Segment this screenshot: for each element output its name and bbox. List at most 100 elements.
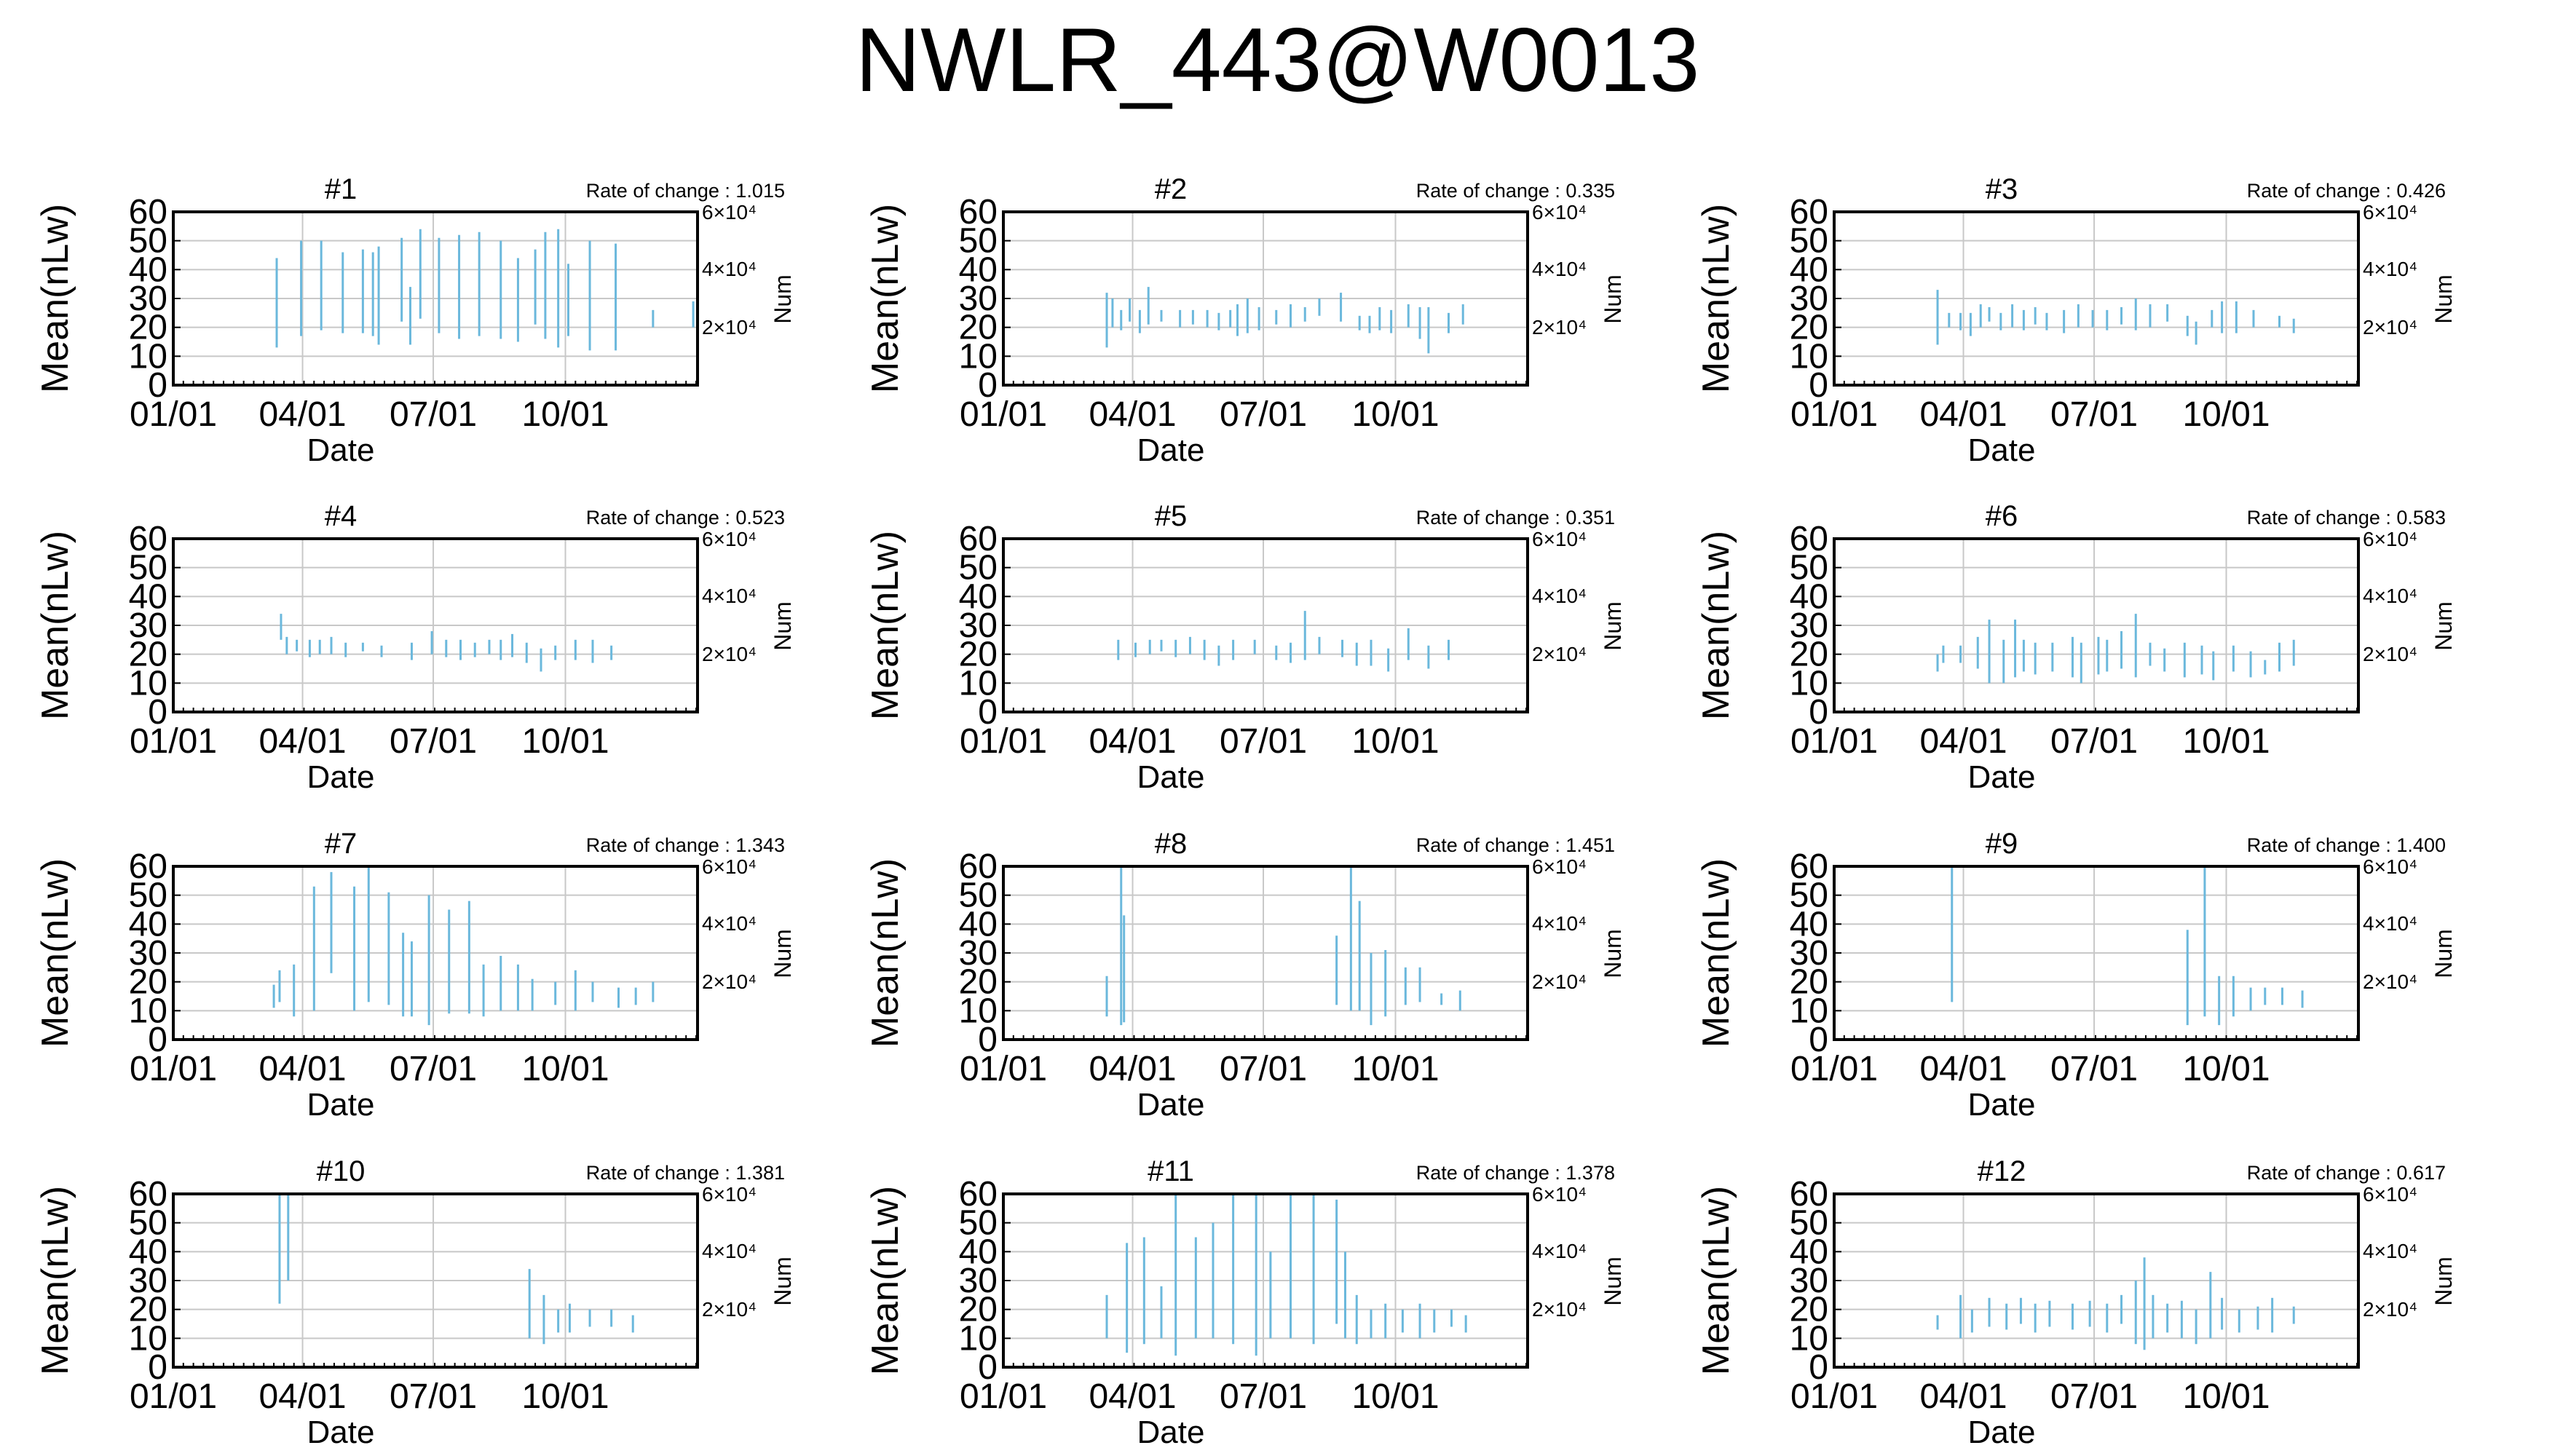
x-axis-label: Date [307, 1415, 375, 1450]
x-tick-label: 01/01 [130, 1377, 217, 1416]
y-tick-label: 0 [148, 1348, 167, 1387]
y2-tick-label: 4×10⁴ [1532, 258, 1587, 280]
x-tick-label: 07/01 [390, 1377, 477, 1416]
panel-title: #10 [317, 1155, 366, 1187]
x-tick-label: 10/01 [2182, 395, 2270, 434]
x-axis-label: Date [1137, 1415, 1205, 1450]
x-tick-label: 07/01 [390, 1050, 477, 1088]
rate-of-change: Rate of change : 0.351 [1416, 507, 1615, 529]
y2-tick-label: 4×10⁴ [2363, 1240, 2417, 1262]
y2-tick-label: 4×10⁴ [702, 585, 757, 607]
x-tick-label: 04/01 [1919, 722, 2007, 761]
y-tick-label: 40 [959, 250, 998, 289]
x-axis-label: Date [1137, 432, 1205, 468]
y-tick-label: 20 [1790, 1291, 1828, 1329]
x-tick-label: 04/01 [1919, 1377, 2007, 1416]
y2-axis-label: Num [2430, 1257, 2457, 1306]
y-tick-label: 40 [129, 250, 167, 289]
rate-of-change: Rate of change : 1.015 [586, 180, 785, 202]
rate-of-change: Rate of change : 1.343 [586, 834, 785, 856]
y-tick-label: 50 [1790, 222, 1828, 261]
panel-title: #1 [325, 173, 358, 205]
x-tick-label: 04/01 [1089, 722, 1176, 761]
y2-axis-label: Num [2430, 274, 2457, 324]
x-tick-label: 10/01 [1351, 722, 1439, 761]
y-tick-label: 40 [959, 1233, 998, 1271]
y-tick-label: 40 [1790, 1233, 1828, 1271]
y-tick-label: 20 [1790, 636, 1828, 674]
x-tick-label: 10/01 [2182, 722, 2270, 761]
x-tick-label: 07/01 [1220, 395, 1307, 434]
y-tick-label: 30 [959, 606, 998, 645]
y2-axis-label: Num [1600, 274, 1626, 324]
y2-tick-label: 2×10⁴ [702, 316, 757, 339]
y-tick-label: 50 [1790, 1204, 1828, 1243]
x-tick-label: 04/01 [258, 1050, 346, 1088]
y2-tick-label: 6×10⁴ [2363, 528, 2417, 550]
y-tick-label: 30 [959, 1262, 998, 1300]
y-axis-label: Mean(nLw) [864, 1186, 907, 1375]
y-tick-label: 30 [1790, 606, 1828, 645]
x-axis-label: Date [1137, 759, 1205, 795]
y2-tick-label: 2×10⁴ [2363, 970, 2417, 993]
y-tick-label: 60 [129, 520, 167, 558]
y-tick-label: 60 [1790, 1175, 1828, 1214]
y2-tick-label: 6×10⁴ [702, 528, 757, 550]
y2-tick-label: 4×10⁴ [702, 258, 757, 280]
y-tick-label: 30 [1790, 934, 1828, 973]
y-tick-label: 40 [129, 905, 167, 943]
panel-title: #4 [325, 500, 358, 532]
x-axis-label: Date [1968, 759, 2036, 795]
y-tick-label: 0 [148, 1021, 167, 1059]
y-tick-label: 10 [1790, 992, 1828, 1030]
y2-tick-label: 2×10⁴ [1532, 316, 1587, 339]
y-tick-label: 20 [1790, 963, 1828, 1002]
y-tick-label: 20 [959, 963, 998, 1002]
x-tick-label: 01/01 [1790, 722, 1878, 761]
y-axis-label: Mean(nLw) [34, 858, 76, 1048]
y-tick-label: 10 [129, 1319, 167, 1358]
x-tick-label: 01/01 [1790, 1377, 1878, 1416]
y-tick-label: 10 [129, 337, 167, 376]
x-tick-label: 07/01 [1220, 1377, 1307, 1416]
x-tick-label: 01/01 [960, 1377, 1047, 1416]
y-tick-label: 50 [1790, 549, 1828, 587]
y-axis-label: Mean(nLw) [1695, 858, 1737, 1048]
x-tick-label: 01/01 [1790, 395, 1878, 434]
y-tick-label: 10 [129, 992, 167, 1030]
y-axis-label: Mean(nLw) [864, 204, 907, 393]
y2-tick-label: 4×10⁴ [702, 912, 757, 935]
figure-title: NWLR_443@W0013 [855, 10, 1700, 111]
x-tick-label: 04/01 [258, 1377, 346, 1416]
x-tick-label: 04/01 [1919, 395, 2007, 434]
y-tick-label: 0 [148, 366, 167, 405]
y-tick-label: 50 [129, 549, 167, 587]
y-axis-label: Mean(nLw) [34, 204, 76, 393]
y2-tick-label: 2×10⁴ [2363, 643, 2417, 665]
x-tick-label: 10/01 [521, 395, 609, 434]
y-tick-label: 40 [1790, 250, 1828, 289]
x-tick-label: 10/01 [2182, 1050, 2270, 1088]
panel-title: #9 [1986, 828, 2018, 860]
y-tick-label: 60 [1790, 847, 1828, 886]
y-tick-label: 0 [1809, 1348, 1828, 1387]
panel-title: #11 [1148, 1155, 1194, 1187]
y-tick-label: 40 [1790, 905, 1828, 943]
y-tick-label: 60 [1790, 193, 1828, 232]
x-tick-label: 07/01 [2050, 1377, 2138, 1416]
y-tick-label: 0 [978, 1021, 998, 1059]
y-tick-label: 60 [1790, 520, 1828, 558]
y2-tick-label: 4×10⁴ [1532, 912, 1587, 935]
y-tick-label: 20 [129, 963, 167, 1002]
y-tick-label: 60 [959, 520, 998, 558]
y-tick-label: 0 [148, 693, 167, 732]
x-tick-label: 07/01 [390, 395, 477, 434]
y2-axis-label: Num [2430, 929, 2457, 978]
